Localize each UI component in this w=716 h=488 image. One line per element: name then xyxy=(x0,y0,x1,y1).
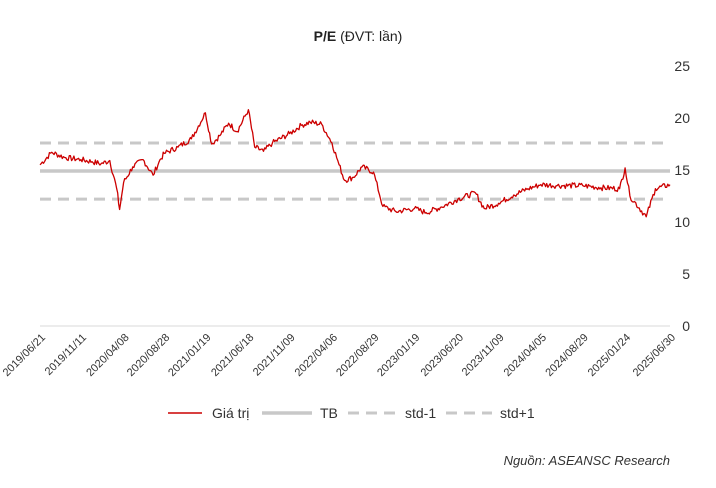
x-tick-label: 2019/06/21 xyxy=(1,332,48,379)
x-tick-group: 2021/11/09 xyxy=(251,332,298,379)
y-tick-label: 0 xyxy=(682,318,690,334)
x-tick-group: 2024/04/05 xyxy=(502,332,549,379)
x-tick-label: 2023/11/09 xyxy=(460,332,507,379)
chart-title-unit: (ĐVT: lần) xyxy=(340,28,403,44)
x-tick-group: 2022/04/06 xyxy=(293,332,340,379)
x-tick-label: 2022/08/29 xyxy=(334,332,381,379)
x-tick-group: 2024/08/29 xyxy=(543,332,590,379)
chart-title: P/E (ĐVT: lần) xyxy=(0,28,716,44)
series-line-gia-tri xyxy=(39,109,671,218)
y-tick-label: 15 xyxy=(674,162,690,178)
legend-label: std+1 xyxy=(500,405,535,421)
y-tick-label: 10 xyxy=(674,214,690,230)
x-tick-group: 2023/01/19 xyxy=(375,332,422,379)
x-tick-group: 2022/08/29 xyxy=(334,332,381,379)
x-tick-label: 2022/04/06 xyxy=(293,332,340,379)
y-tick-label: 5 xyxy=(682,266,690,282)
x-tick-label: 2023/06/20 xyxy=(419,332,466,379)
x-tick-label: 2024/08/29 xyxy=(543,332,590,379)
x-tick-label: 2020/04/08 xyxy=(84,332,131,379)
y-tick-label: 20 xyxy=(674,110,690,126)
x-tick-label: 2021/11/09 xyxy=(251,332,298,379)
legend-label: std-1 xyxy=(405,405,436,421)
x-tick-label: 2025/06/30 xyxy=(631,332,678,379)
x-tick-group: 2021/01/19 xyxy=(166,332,213,379)
x-tick-label: 2025/01/24 xyxy=(586,332,633,379)
x-tick-group: 2021/06/18 xyxy=(209,332,256,379)
legend-label: Giá trị xyxy=(212,405,249,421)
x-tick-label: 2021/06/18 xyxy=(209,332,256,379)
x-tick-group: 2025/01/24 xyxy=(586,332,633,379)
x-tick-group: 2023/06/20 xyxy=(419,332,466,379)
x-tick-group: 2020/08/28 xyxy=(125,332,172,379)
x-tick-group: 2023/11/09 xyxy=(460,332,507,379)
x-tick-label: 2024/04/05 xyxy=(502,332,549,379)
source-note: Nguồn: ASEANSC Research xyxy=(503,453,670,468)
chart-title-main: P/E xyxy=(313,28,337,44)
x-tick-group: 2020/04/08 xyxy=(84,332,131,379)
x-tick-label: 2023/01/19 xyxy=(375,332,422,379)
y-tick-label: 25 xyxy=(674,58,690,74)
x-tick-label: 2021/01/19 xyxy=(166,332,213,379)
x-tick-label: 2020/08/28 xyxy=(125,332,172,379)
x-tick-group: 2019/11/11 xyxy=(43,332,89,378)
x-tick-label: 2019/11/11 xyxy=(43,332,89,378)
legend-label: TB xyxy=(320,405,338,421)
x-tick-group: 2025/06/30 xyxy=(631,332,678,379)
x-tick-group: 2019/06/21 xyxy=(1,332,48,379)
